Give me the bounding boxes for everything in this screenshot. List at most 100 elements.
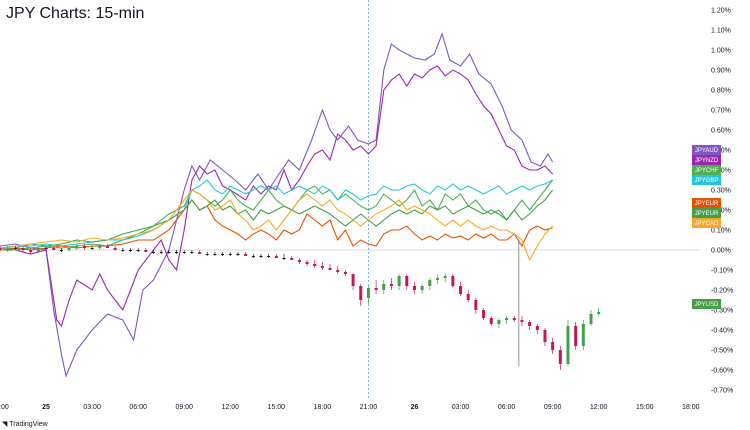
- candle-body: [558, 350, 562, 364]
- candle-body: [213, 254, 217, 255]
- candle-body: [382, 284, 386, 290]
- series-tag-label: JPYCAD: [695, 221, 719, 227]
- series-tag-label: JPYNZD: [695, 158, 719, 164]
- series-tag-label: JPYGBP: [695, 178, 719, 184]
- series-line-jpyeur: [0, 199, 553, 251]
- candle-body: [36, 248, 40, 252]
- candle-body: [75, 246, 79, 248]
- series-tag-label: JPYCHF: [695, 168, 719, 174]
- y-tick-label: -0.70%: [711, 388, 733, 395]
- series-tag-bg: [692, 165, 721, 175]
- candle-body: [144, 250, 148, 252]
- candle-body: [67, 248, 71, 250]
- candle-body: [374, 288, 378, 290]
- x-tick-label: 15:00: [268, 404, 286, 411]
- candle-body: [190, 252, 194, 253]
- candle-body: [405, 276, 409, 286]
- candle-body: [113, 248, 117, 250]
- candle-body: [290, 258, 294, 260]
- candle-body: [105, 246, 109, 248]
- crosshair: [0, 0, 700, 400]
- series-tag: JPYAUD: [692, 145, 721, 155]
- series-tag: JPYCAD: [692, 218, 721, 228]
- x-tick-label: 03:00: [452, 404, 470, 411]
- series-tag: JPYEUR: [692, 198, 721, 208]
- candle-body: [228, 254, 232, 255]
- x-tick-label: 18:00: [314, 404, 332, 411]
- x-tick-label: 06:00: [129, 404, 147, 411]
- candle-body: [412, 286, 416, 290]
- series-tag-bg: [692, 198, 721, 208]
- candle-body: [566, 326, 570, 364]
- series-tag: JPYCHF: [692, 165, 721, 175]
- candle-body: [359, 286, 363, 300]
- series-labels: JPYAUD JPYNZD JPYCHF JPYGBP JPYEUR JPYEUR JPYC…: [692, 145, 721, 309]
- candle-body: [6, 248, 10, 250]
- candle-body: [182, 252, 186, 253]
- candle-body: [535, 326, 539, 330]
- y-tick-label: 0.10%: [711, 228, 731, 235]
- candle-body: [505, 318, 509, 320]
- candle-body: [82, 246, 86, 248]
- candle-body: [259, 256, 263, 257]
- candle-body: [551, 342, 555, 350]
- series-tag-label: JPYEUR: [695, 201, 719, 207]
- x-tick-label: 03:00: [83, 404, 101, 411]
- candle-body: [282, 258, 286, 259]
- candle-body: [59, 250, 63, 251]
- candle-body: [29, 250, 33, 252]
- candle-body: [397, 276, 401, 286]
- series-tag-bg: [692, 299, 721, 309]
- x-tick-label: 21:00: [360, 404, 378, 411]
- y-tick-label: 1.20%: [711, 8, 731, 15]
- candle-body: [528, 322, 532, 326]
- y-tick-label: 0.60%: [711, 128, 731, 135]
- series-tag: JPYUSD: [692, 299, 721, 309]
- candle-body: [175, 252, 179, 253]
- series-tag: JPYEUR: [692, 208, 721, 218]
- series-tag-bg: [692, 208, 721, 218]
- candle-body: [0, 248, 2, 250]
- series-tag-label: JPYEUR: [695, 211, 719, 217]
- x-tick-label: 09:00: [175, 404, 193, 411]
- candle-body: [420, 286, 424, 290]
- candle-body: [351, 274, 355, 286]
- y-tick-label: 1.00%: [711, 48, 731, 55]
- candle-body: [128, 250, 132, 251]
- y-tick-label: -0.20%: [711, 288, 733, 295]
- tv-icon: ◥: [2, 421, 8, 428]
- candle-body: [328, 268, 332, 270]
- x-tick-label: 12:00: [221, 404, 239, 411]
- candle-body: [274, 256, 278, 258]
- candle-body: [13, 248, 17, 249]
- x-tick-label: 12:00: [590, 404, 608, 411]
- y-tick-label: -0.10%: [711, 268, 733, 275]
- candle-body: [244, 254, 248, 256]
- candle-body: [52, 248, 56, 250]
- y-tick-label: 0.70%: [711, 108, 731, 115]
- y-tick-label: -0.60%: [711, 368, 733, 375]
- candle-body: [489, 318, 493, 324]
- candle-body: [512, 318, 516, 320]
- candle-body: [474, 300, 478, 310]
- candle-body: [574, 326, 578, 346]
- x-tick-label: 18:00: [682, 404, 700, 411]
- series-tag-bg: [692, 218, 721, 228]
- candle-body: [451, 276, 455, 286]
- x-tick-label: 25: [42, 404, 50, 411]
- y-tick-label: 0.00%: [711, 248, 731, 255]
- y-tick-label: -0.40%: [711, 328, 733, 335]
- candle-body: [581, 324, 585, 346]
- series-lines: [0, 32, 554, 378]
- candle-body: [389, 284, 393, 286]
- series-tag: JPYNZD: [692, 155, 721, 165]
- series-tag-label: JPYAUD: [695, 148, 719, 154]
- series-line-jpynzd: [0, 65, 553, 328]
- x-axis: 21:00 25 03:00 06:00 09:00 12:00 15:00 18:00 21:…: [0, 404, 700, 411]
- candle-body: [343, 272, 347, 274]
- chart-title: JPY Charts: 15-min: [6, 5, 145, 22]
- candle-body: [305, 262, 309, 264]
- candle-body: [320, 266, 324, 268]
- x-tick-label: 21:00: [0, 404, 9, 411]
